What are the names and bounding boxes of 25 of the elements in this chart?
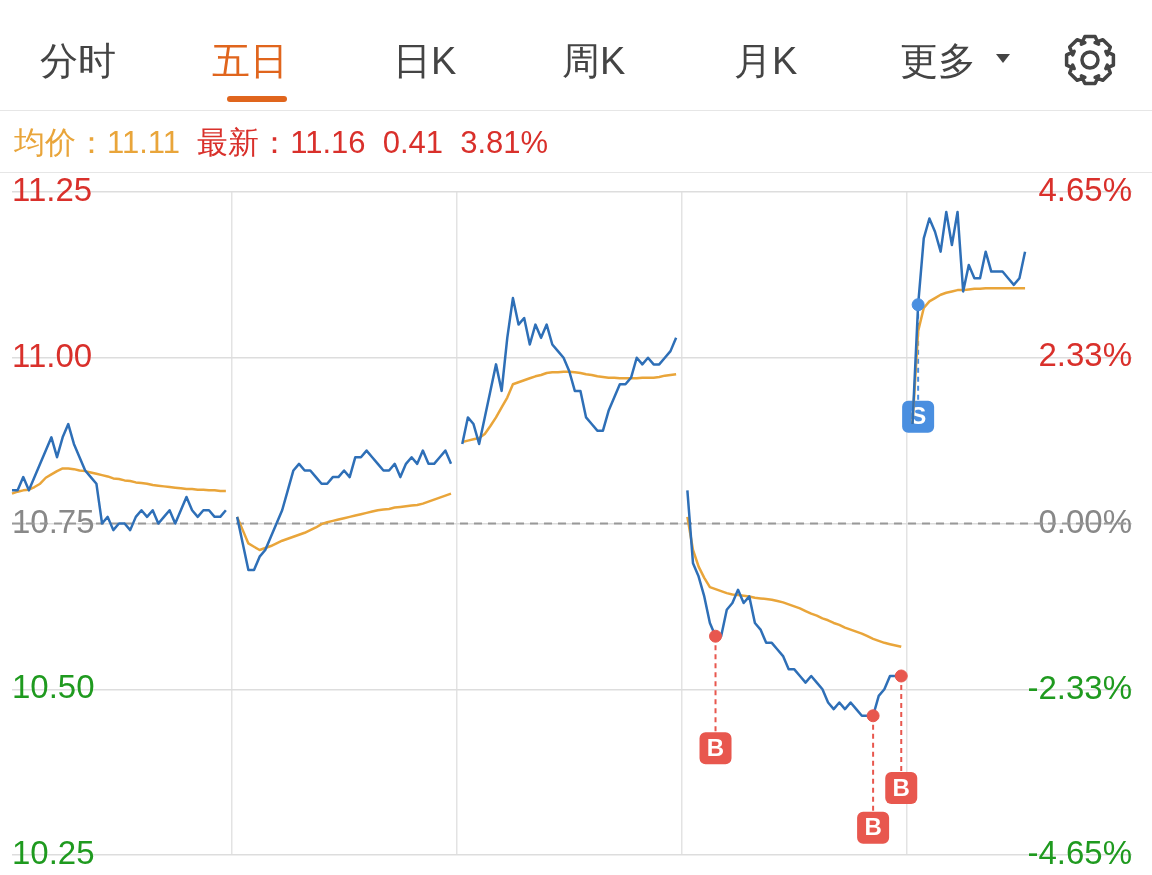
annotation: B bbox=[864, 813, 882, 841]
point bbox=[866, 709, 880, 723]
point bbox=[709, 629, 723, 643]
y2-tick-label: -2.33% bbox=[1027, 668, 1132, 706]
y-tick-label: 11.00 bbox=[12, 336, 93, 374]
y-tick-label: 10.75 bbox=[12, 502, 95, 540]
y-tick-label: 10.25 bbox=[12, 834, 95, 872]
text: 日K bbox=[393, 39, 457, 84]
y2-tick-label: 2.33% bbox=[1038, 336, 1132, 374]
text: 周K bbox=[562, 39, 626, 84]
annotation: B bbox=[706, 733, 725, 761]
y2-tick-label: 0.00% bbox=[1038, 502, 1132, 540]
text: 五日 bbox=[212, 39, 288, 84]
y2-tick-label: -4.65% bbox=[1027, 834, 1132, 872]
annotation: B bbox=[892, 773, 910, 801]
text: 均价：11.11 bbox=[14, 125, 181, 160]
y-tick-label: 11.25 bbox=[12, 171, 93, 209]
text: 月K bbox=[734, 39, 798, 84]
point bbox=[894, 669, 908, 683]
point bbox=[911, 298, 925, 312]
text: 更多 bbox=[900, 39, 976, 84]
text: 分时 bbox=[40, 39, 116, 84]
y2-tick-label: 4.65% bbox=[1038, 171, 1132, 209]
y-tick-label: 10.50 bbox=[12, 668, 95, 706]
text: 最新：11.16 0.41 3.81% bbox=[197, 125, 549, 160]
